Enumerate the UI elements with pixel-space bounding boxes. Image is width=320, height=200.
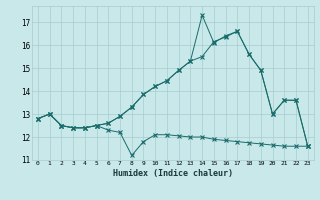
X-axis label: Humidex (Indice chaleur): Humidex (Indice chaleur) [113, 169, 233, 178]
